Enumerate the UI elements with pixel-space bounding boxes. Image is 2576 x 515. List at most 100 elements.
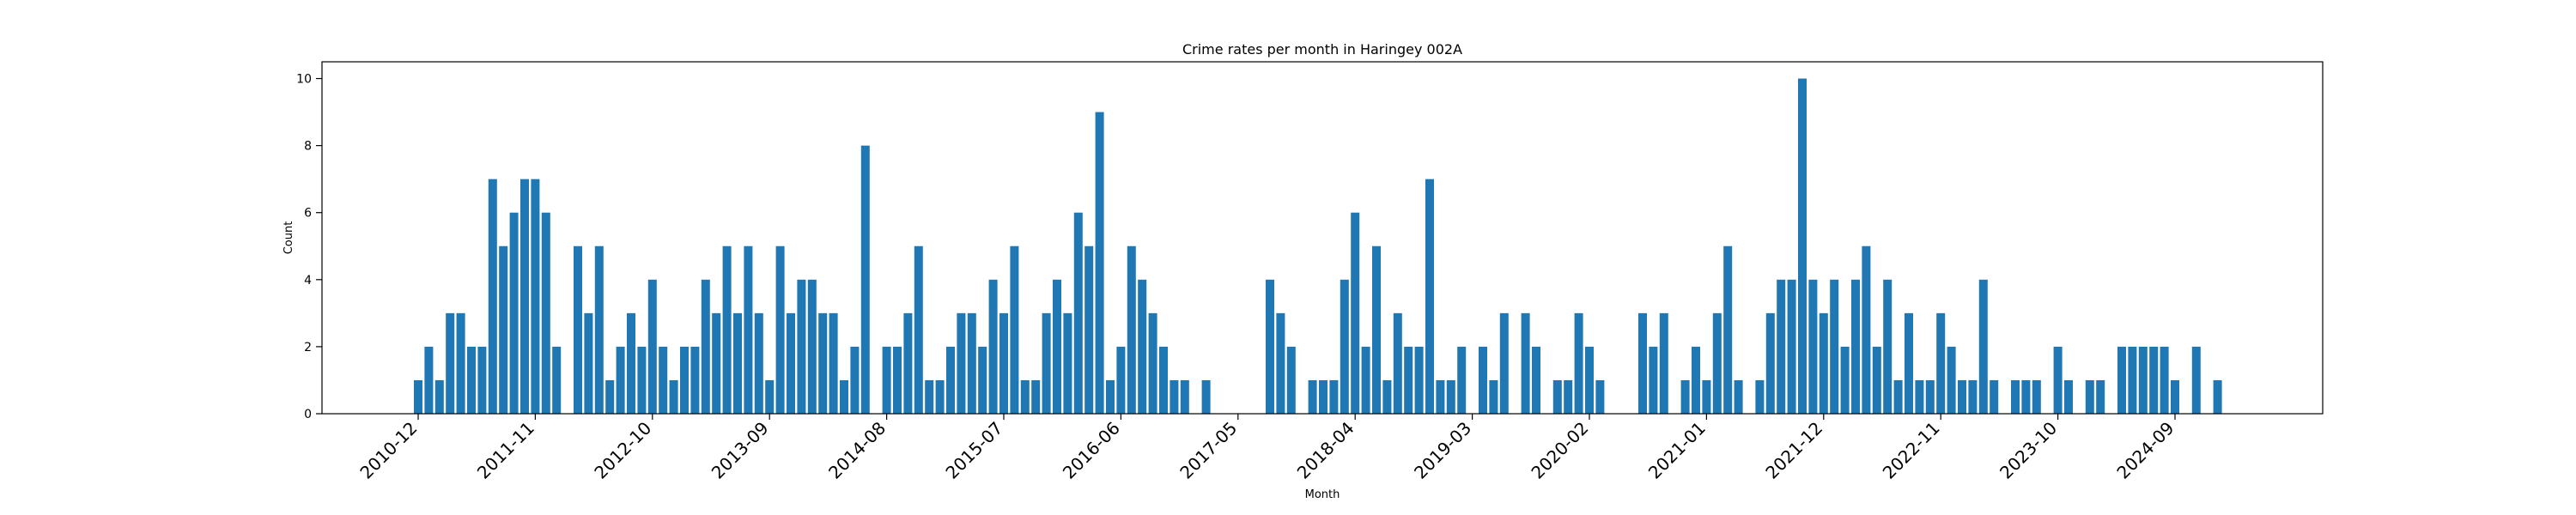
bar-2025-01 — [2213, 379, 2222, 414]
bar-2022-09 — [1915, 379, 1924, 414]
bar-2015-08 — [1010, 245, 1019, 414]
bar-2020-08 — [1649, 346, 1658, 414]
bar-2021-07 — [1765, 312, 1775, 414]
bar-2022-06 — [1883, 279, 1893, 414]
bar-2012-04 — [584, 312, 593, 414]
bar-2012-07 — [616, 346, 625, 414]
bar-2018-07 — [1382, 379, 1392, 414]
bar-2017-09 — [1276, 312, 1285, 414]
bar-2014-04 — [840, 379, 848, 414]
bar-2013-03 — [701, 279, 710, 414]
bar-2012-12 — [669, 379, 678, 414]
plot-area-frame — [321, 61, 2324, 415]
bar-2018-03 — [1340, 279, 1349, 414]
bar-2021-01 — [1702, 379, 1711, 414]
bar-2023-04 — [1990, 379, 1999, 414]
bar-2018-08 — [1393, 312, 1402, 414]
bar-2021-06 — [1755, 379, 1765, 414]
y-axis-label: Count — [283, 221, 295, 255]
bar-2022-07 — [1893, 379, 1903, 414]
bar-2023-10 — [2053, 346, 2063, 414]
bar-2012-08 — [627, 312, 635, 414]
y-tick-label: 0 — [304, 408, 312, 421]
bar-2019-01 — [1446, 379, 1455, 414]
bar-2024-01 — [2085, 379, 2094, 414]
bar-2013-08 — [754, 312, 763, 414]
bar-2018-04 — [1351, 212, 1360, 414]
chart-title: Crime rates per month in Haringey 002A — [1182, 41, 1462, 58]
bar-2020-09 — [1659, 312, 1668, 414]
bar-2018-10 — [1414, 346, 1424, 414]
bar-2016-01 — [1063, 312, 1072, 414]
bar-2023-11 — [2064, 379, 2073, 414]
x-axis-label: Month — [1305, 488, 1340, 501]
bar-2022-04 — [1862, 245, 1871, 414]
bar-2021-08 — [1777, 279, 1786, 414]
bar-2013-04 — [712, 312, 721, 414]
bar-2019-06 — [1499, 312, 1509, 414]
bar-2012-01 — [552, 346, 562, 414]
bar-2013-05 — [722, 245, 732, 414]
bar-2015-09 — [1020, 379, 1030, 414]
bar-2010-12 — [414, 379, 422, 414]
bar-2024-11 — [2191, 346, 2201, 414]
bar-2015-05 — [978, 346, 987, 414]
bar-2011-01 — [424, 346, 434, 414]
bar-2013-01 — [680, 346, 689, 414]
bar-2013-07 — [744, 245, 753, 414]
bar-2022-11 — [1936, 312, 1946, 414]
bar-2023-01 — [1958, 379, 1966, 414]
bar-series — [414, 78, 2222, 415]
bar-2024-04 — [2117, 346, 2126, 414]
bar-2022-12 — [1947, 346, 1956, 414]
bar-2014-02 — [818, 312, 828, 414]
bar-2014-05 — [850, 346, 860, 414]
bar-2022-08 — [1905, 312, 1913, 414]
bar-2011-10 — [520, 179, 529, 415]
bar-2011-12 — [541, 212, 550, 414]
bar-2014-08 — [882, 346, 891, 414]
bar-2020-01 — [1574, 312, 1583, 414]
bar-2021-10 — [1798, 78, 1807, 415]
bar-2022-05 — [1872, 346, 1881, 414]
bar-2011-05 — [467, 346, 476, 414]
bar-2011-09 — [509, 212, 519, 414]
bar-2022-02 — [1840, 346, 1850, 414]
bar-2024-09 — [2171, 379, 2179, 414]
bar-2014-12 — [925, 379, 934, 414]
bar-2019-05 — [1489, 379, 1498, 414]
bar-2013-02 — [690, 346, 700, 414]
bar-2019-02 — [1457, 346, 1467, 414]
bar-2024-07 — [2149, 346, 2159, 414]
bar-2015-04 — [967, 312, 976, 414]
bar-2023-06 — [2011, 379, 2020, 414]
bar-2016-10 — [1159, 346, 1168, 414]
bar-2023-08 — [2032, 379, 2041, 414]
bar-2014-03 — [829, 312, 838, 414]
bar-2013-09 — [765, 379, 775, 414]
bar-2017-02 — [1201, 379, 1211, 414]
bar-2015-10 — [1031, 379, 1041, 414]
bar-2011-11 — [531, 179, 540, 415]
bar-2018-01 — [1319, 379, 1327, 414]
bar-2015-11 — [1042, 312, 1051, 414]
y-tick-label: 2 — [304, 341, 312, 354]
y-tick-label: 10 — [296, 73, 312, 87]
bar-2017-10 — [1286, 346, 1296, 414]
bar-2016-03 — [1084, 245, 1094, 414]
bar-2018-05 — [1361, 346, 1370, 414]
bar-2012-03 — [574, 245, 582, 414]
bar-2011-06 — [477, 346, 487, 414]
bar-2024-05 — [2128, 346, 2137, 414]
bar-2021-12 — [1819, 312, 1828, 414]
bar-2012-09 — [637, 346, 647, 414]
bar-2017-08 — [1266, 279, 1274, 414]
bar-2015-07 — [999, 312, 1008, 414]
bar-2016-06 — [1116, 346, 1126, 414]
bar-2012-10 — [647, 279, 657, 414]
bar-2011-08 — [499, 245, 508, 414]
bar-2022-10 — [1925, 379, 1935, 414]
bar-2016-08 — [1138, 279, 1147, 414]
bar-2018-06 — [1372, 245, 1381, 414]
